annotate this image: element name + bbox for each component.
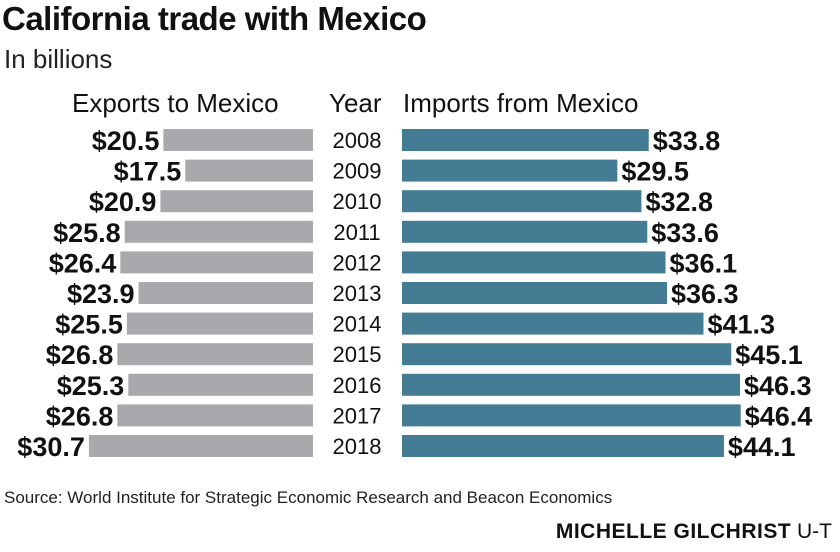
year-label-2014: 2014 <box>333 312 382 337</box>
import-value-label-2014: $41.3 <box>707 310 775 340</box>
export-value-label-2018: $30.7 <box>17 432 85 462</box>
chart-subtitle: In billions <box>4 44 113 74</box>
export-value-label-2010: $20.9 <box>89 187 157 217</box>
import-bar-2018 <box>402 435 724 457</box>
import-bar-2009 <box>402 159 618 182</box>
credit-name: MICHELLE GILCHRIST <box>555 520 792 543</box>
export-value-label-2013: $23.9 <box>67 279 135 309</box>
source-note: Source: World Institute for Strategic Ec… <box>4 488 613 507</box>
credit-line: MICHELLE GILCHRIST U-T <box>556 520 832 544</box>
export-bar-2017 <box>117 404 313 427</box>
export-bar-2015 <box>117 343 313 366</box>
imports-column-header: Imports from Mexico <box>403 88 639 118</box>
export-bar-2010 <box>160 190 313 213</box>
import-bar-2012 <box>402 251 666 274</box>
export-bar-2016 <box>128 373 313 396</box>
export-bar-2008 <box>163 129 313 151</box>
export-bar-2009 <box>185 159 313 182</box>
import-bar-2010 <box>402 190 642 213</box>
import-value-label-2013: $36.3 <box>671 279 739 309</box>
import-value-label-2015: $45.1 <box>735 340 803 370</box>
import-bar-2013 <box>402 282 667 304</box>
year-label-2018: 2018 <box>333 434 382 459</box>
import-value-label-2010: $32.8 <box>645 187 713 217</box>
export-value-label-2011: $25.8 <box>53 218 121 248</box>
chart-title: California trade with Mexico <box>2 0 427 37</box>
import-value-label-2018: $44.1 <box>728 432 796 462</box>
export-bar-2013 <box>138 282 313 304</box>
year-label-2017: 2017 <box>333 403 382 428</box>
export-value-label-2016: $25.3 <box>57 371 125 401</box>
import-value-label-2008: $33.8 <box>653 126 721 156</box>
import-value-label-2012: $36.1 <box>670 248 738 278</box>
import-bar-2017 <box>402 404 741 427</box>
import-bar-2008 <box>402 129 649 151</box>
year-label-2016: 2016 <box>333 373 382 398</box>
year-label-2012: 2012 <box>333 250 382 275</box>
export-value-label-2008: $20.5 <box>92 126 160 156</box>
year-label-2010: 2010 <box>333 189 382 214</box>
export-bar-2012 <box>120 251 313 274</box>
export-bar-2014 <box>126 312 313 335</box>
export-value-label-2014: $25.5 <box>55 310 123 340</box>
import-value-label-2017: $46.4 <box>745 401 813 431</box>
year-label-2011: 2011 <box>333 220 380 245</box>
exports-column-header: Exports to Mexico <box>72 88 279 118</box>
year-label-2008: 2008 <box>333 128 382 153</box>
export-bar-2011 <box>124 220 313 243</box>
export-value-label-2009: $17.5 <box>114 157 182 187</box>
import-bar-2011 <box>402 220 648 243</box>
year-column-header: Year <box>329 88 382 118</box>
export-value-label-2017: $26.8 <box>46 401 114 431</box>
year-label-2013: 2013 <box>333 281 382 306</box>
import-value-label-2011: $33.6 <box>651 218 719 248</box>
year-label-2009: 2009 <box>333 159 382 184</box>
import-value-label-2009: $29.5 <box>621 157 689 187</box>
export-value-label-2012: $26.4 <box>49 248 117 278</box>
import-bar-2014 <box>402 312 704 335</box>
trade-bar-chart: $20.5 2008 $33.8 $17.5 2009 $29.5 $20.9 2010 $32… <box>17 126 813 462</box>
import-value-label-2016: $46.3 <box>744 371 812 401</box>
year-label-2015: 2015 <box>333 342 382 367</box>
import-bar-2015 <box>402 343 732 366</box>
credit-org: U-T <box>797 520 832 543</box>
export-bar-2018 <box>88 435 313 457</box>
export-value-label-2015: $26.8 <box>46 340 114 370</box>
import-bar-2016 <box>402 373 740 396</box>
